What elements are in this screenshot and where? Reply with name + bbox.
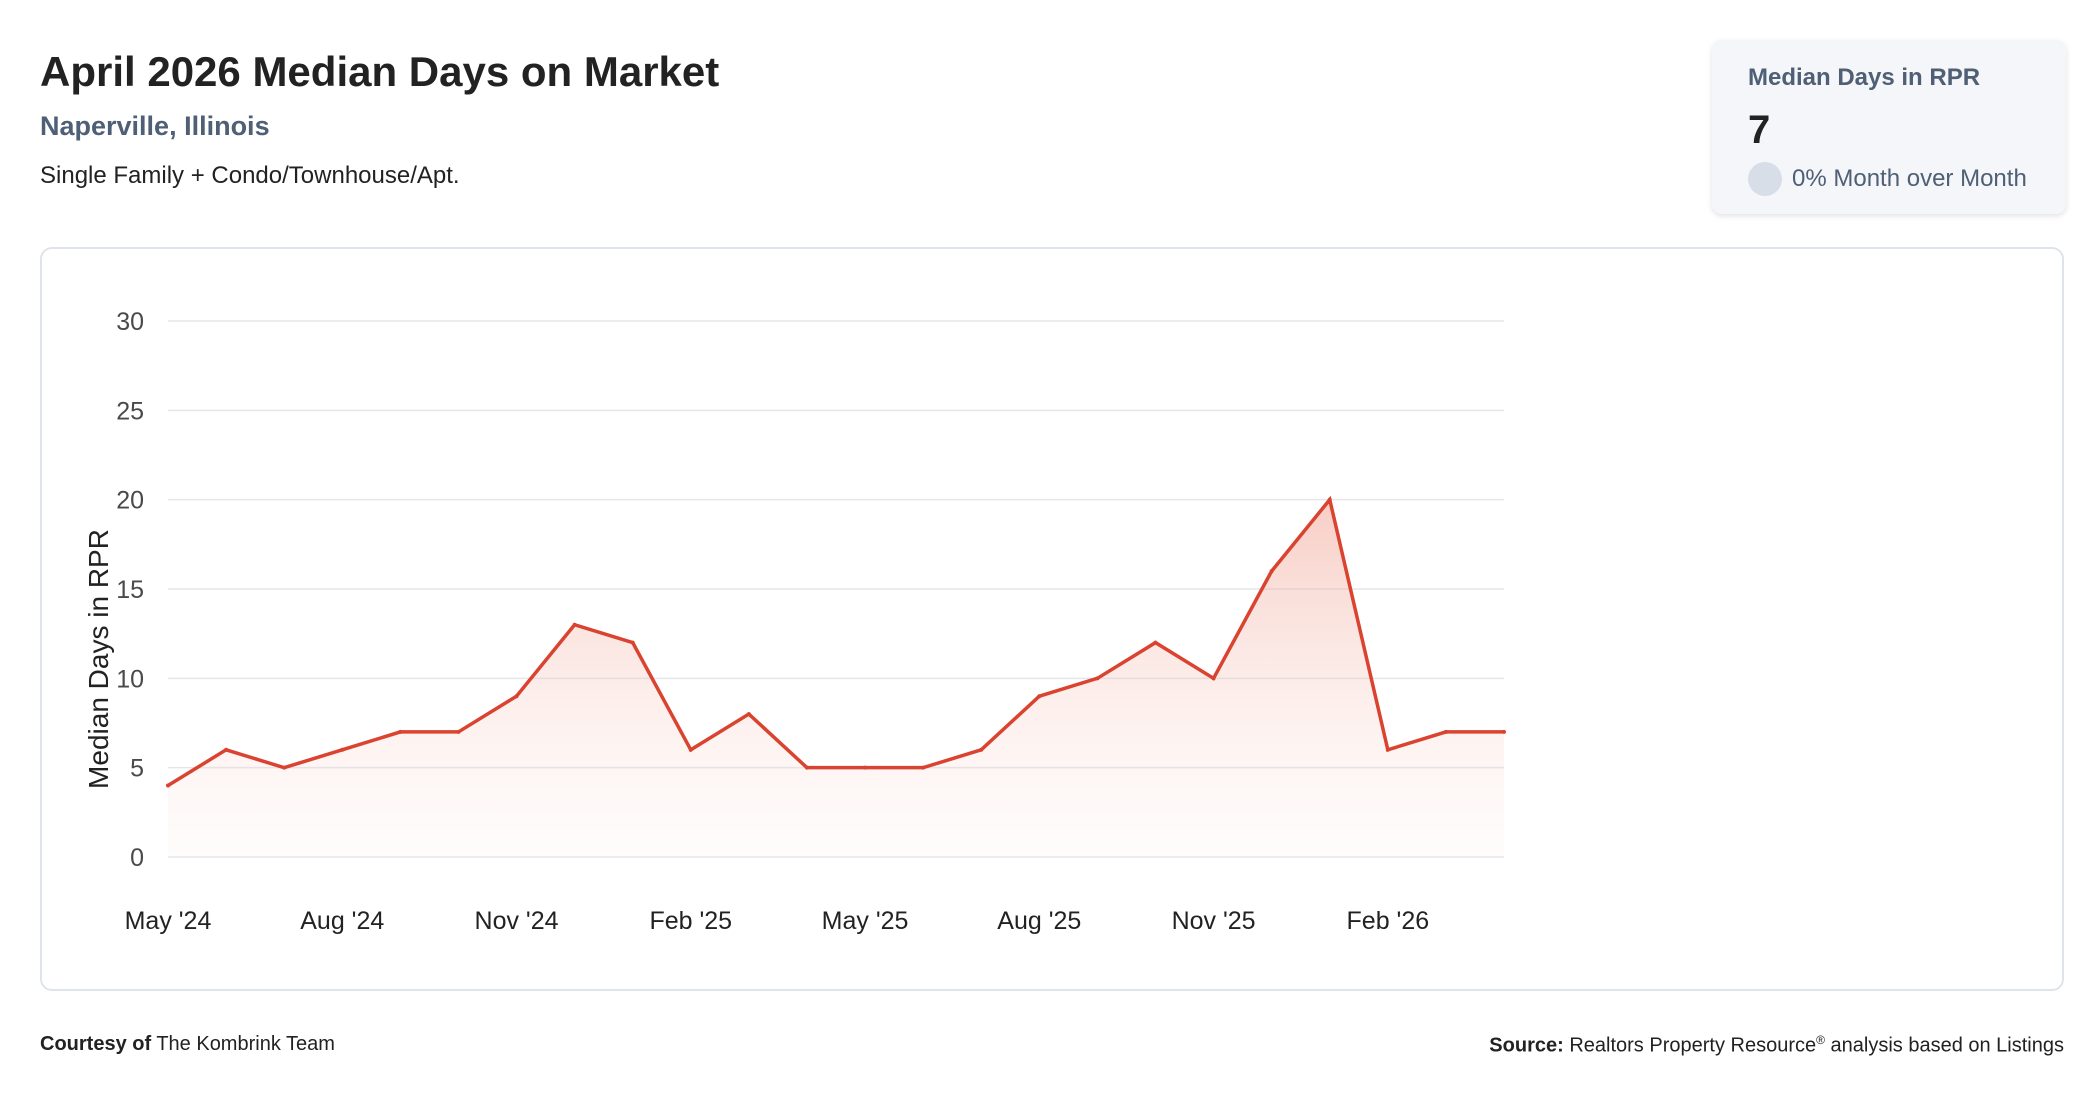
x-tick-label: Feb '25: [649, 907, 732, 935]
stat-label: Median Days in RPR: [1748, 64, 1981, 91]
data-point: [1153, 640, 1158, 645]
change-indicator-icon: [1748, 162, 1782, 196]
data-point: [398, 729, 403, 734]
y-tick-label: 30: [116, 308, 144, 336]
footer-courtesy: Courtesy of The Kombrink Team: [40, 1033, 335, 1056]
y-axis-ticks: 0 5 10 15 20 25 30: [116, 308, 144, 872]
data-point: [688, 747, 693, 752]
x-tick-label: May '25: [822, 907, 909, 935]
data-point: [1327, 497, 1332, 502]
data-point: [921, 765, 926, 770]
x-tick-label: Aug '24: [300, 907, 384, 935]
data-point: [863, 765, 868, 770]
series-area: [168, 499, 1504, 857]
footer-source: Source: Realtors Property Resource® anal…: [1489, 1033, 2064, 1058]
data-point: [630, 640, 635, 645]
line-chart: 0 5 10 15 20 25 30 May '24 Aug '24 Nov '24 Feb '2…: [83, 308, 1506, 935]
data-point: [804, 765, 809, 770]
property-types: Single Family + Condo/Townhouse/Apt.: [40, 162, 460, 189]
data-point: [1502, 729, 1506, 734]
page-title: April 2026 Median Days on Market: [40, 48, 720, 95]
y-tick-label: 0: [130, 844, 144, 872]
source-label: Source:: [1489, 1034, 1564, 1057]
change-text: 0% Month over Month: [1792, 165, 2027, 192]
y-axis-label: Median Days in RPR: [83, 529, 114, 789]
location-subtitle: Naperville, Illinois: [40, 111, 270, 141]
data-point: [514, 694, 519, 699]
source-text-rest: analysis based on Listings: [1824, 1034, 2065, 1057]
data-point: [456, 729, 461, 734]
x-tick-label: Feb '26: [1347, 907, 1430, 935]
data-point: [166, 783, 170, 788]
courtesy-name: The Kombrink Team: [156, 1033, 335, 1055]
series-line: [167, 495, 1504, 788]
y-tick-label: 5: [130, 755, 144, 783]
x-tick-label: Nov '25: [1172, 907, 1256, 935]
y-tick-label: 10: [116, 665, 144, 693]
data-point: [1211, 676, 1216, 681]
chart-panel: 0 5 10 15 20 25 30 May '24 Aug '24 Nov '24 Feb '2…: [40, 247, 2064, 991]
stat-change: 0% Month over Month: [1748, 162, 2030, 196]
stat-card: Median Days in RPR 7 0% Month over Month: [1712, 40, 2066, 214]
source-text: Realtors Property Resource: [1569, 1034, 1817, 1057]
data-point: [572, 622, 577, 627]
x-axis-ticks: May '24 Aug '24 Nov '24 Feb '25 May '25 Aug '…: [125, 907, 1430, 935]
registered-mark: ®: [1816, 1033, 1825, 1047]
x-tick-label: Nov '24: [475, 907, 559, 935]
data-point: [1095, 676, 1100, 681]
x-tick-label: May '24: [125, 907, 212, 935]
header: April 2026 Median Days on Market Napervi…: [40, 44, 719, 192]
stat-value: 7: [1748, 108, 1771, 152]
data-point: [1037, 694, 1042, 699]
y-tick-label: 25: [116, 397, 144, 425]
data-point: [224, 747, 229, 752]
x-tick-label: Aug '25: [997, 907, 1081, 935]
data-points: [166, 497, 1506, 788]
y-tick-label: 20: [116, 487, 144, 515]
courtesy-label: Courtesy of: [40, 1033, 152, 1055]
data-point: [746, 712, 751, 717]
data-point: [282, 765, 287, 770]
data-point: [340, 747, 345, 752]
data-point: [979, 747, 984, 752]
data-point: [1269, 569, 1274, 574]
data-point: [1443, 729, 1448, 734]
y-tick-label: 15: [116, 576, 144, 604]
data-point: [1385, 747, 1390, 752]
